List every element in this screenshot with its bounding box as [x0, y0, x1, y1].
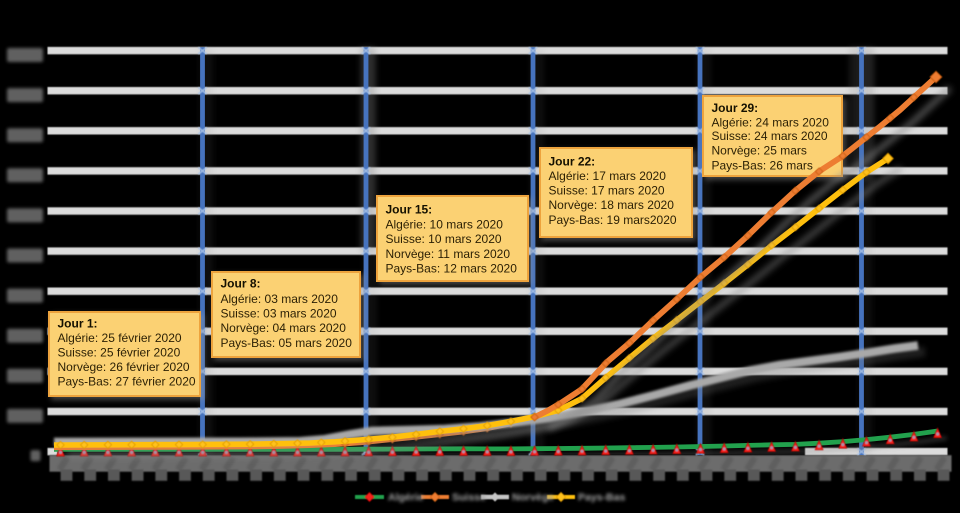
svg-text:Algérie: 24 mars 2020: Algérie: 24 mars 2020 — [712, 116, 830, 130]
svg-text:Jour 8:: Jour 8: — [221, 277, 261, 291]
svg-text:Suisse: 03 mars 2020: Suisse: 03 mars 2020 — [221, 307, 337, 321]
svg-text:Jour 15:: Jour 15: — [386, 203, 433, 217]
svg-text:Jour 1:: Jour 1: — [58, 316, 98, 330]
svg-text:Suisse: Suisse — [452, 492, 486, 504]
svg-text:Suisse: 10 mars 2020: Suisse: 10 mars 2020 — [386, 232, 502, 246]
svg-text:Jour 29:: Jour 29: — [712, 101, 759, 115]
svg-text:Pays-Bas: 26 mars: Pays-Bas: 26 mars — [712, 159, 813, 173]
svg-text:Algérie: 10 mars 2020: Algérie: 10 mars 2020 — [386, 218, 504, 232]
svg-text:Pays-Bas: 12 mars 2020: Pays-Bas: 12 mars 2020 — [386, 261, 518, 275]
svg-text:Suisse: 17 mars 2020: Suisse: 17 mars 2020 — [549, 184, 665, 198]
svg-text:Suisse: 25 février 2020: Suisse: 25 février 2020 — [58, 346, 181, 360]
svg-text:Norvège: 04 mars 2020: Norvège: 04 mars 2020 — [221, 321, 347, 335]
svg-text:Norvège: 11 mars 2020: Norvège: 11 mars 2020 — [386, 247, 511, 261]
svg-text:Norvège: 18 mars 2020: Norvège: 18 mars 2020 — [549, 198, 675, 212]
svg-text:Norvège: 25 mars: Norvège: 25 mars — [712, 143, 807, 157]
svg-text:Algérie: 03 mars 2020: Algérie: 03 mars 2020 — [221, 292, 339, 306]
svg-text:Pays-Bas: Pays-Bas — [578, 492, 625, 504]
svg-text:Algérie: Algérie — [388, 492, 424, 504]
svg-text:Algérie: 25 février 2020: Algérie: 25 février 2020 — [58, 331, 182, 345]
svg-text:Norvège: Norvège — [512, 492, 554, 504]
svg-text:Pays-Bas: 27 février 2020: Pays-Bas: 27 février 2020 — [58, 375, 196, 389]
svg-text:Pays-Bas: 05 mars 2020: Pays-Bas: 05 mars 2020 — [221, 336, 353, 350]
svg-text:Suisse: 24 mars 2020: Suisse: 24 mars 2020 — [712, 129, 828, 143]
svg-text:Algérie: 17 mars 2020: Algérie: 17 mars 2020 — [549, 169, 667, 183]
svg-text:Jour 22:: Jour 22: — [549, 155, 596, 169]
svg-text:Pays-Bas: 19 mars2020: Pays-Bas: 19 mars2020 — [549, 213, 677, 227]
svg-text:Norvège: 26 février 2020: Norvège: 26 février 2020 — [58, 360, 190, 374]
